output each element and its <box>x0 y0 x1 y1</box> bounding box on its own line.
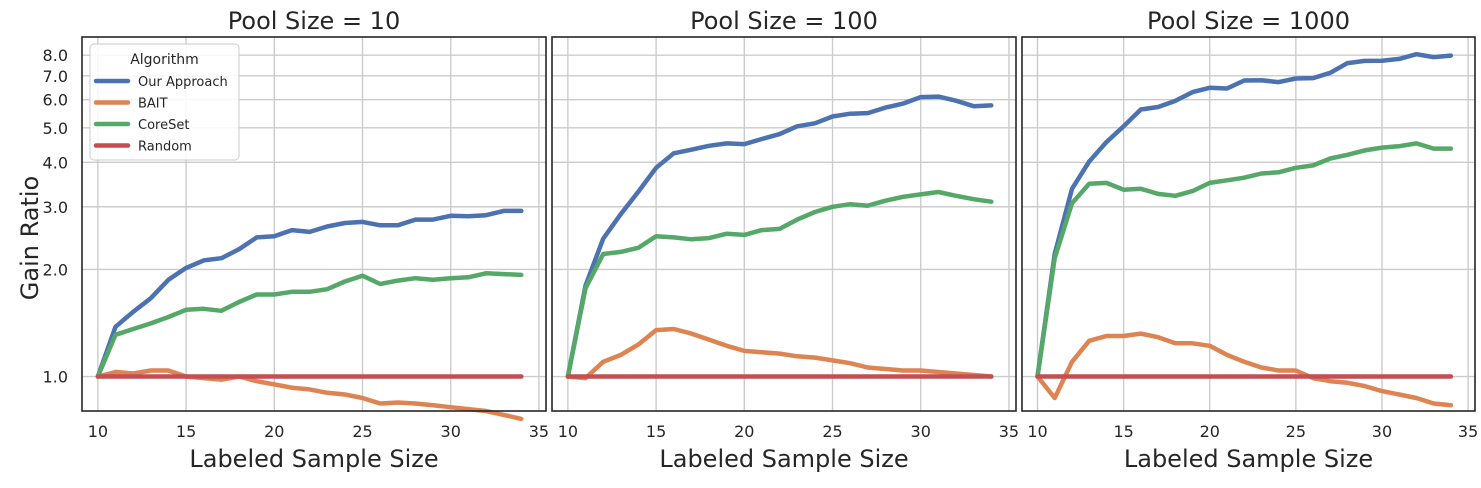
plot-frame <box>1021 36 1476 412</box>
plot-frame <box>81 36 547 412</box>
legend-box <box>89 43 240 161</box>
legend-label: Random <box>138 140 192 155</box>
x-tick-label: 20 <box>264 422 284 441</box>
series-line-our-approach <box>565 94 994 379</box>
x-tick-label: 35 <box>529 422 549 441</box>
x-tick-label: 30 <box>1372 422 1392 441</box>
x-tick-label: 10 <box>1027 422 1047 441</box>
series-line-bait <box>95 368 524 422</box>
y-axis-label: Gain Ratio <box>16 176 44 300</box>
panel-1: 10 15 20 25 30 35 1.0 2.0 3.0 4.0 5.0 6.0 7.0 8.0 Pool… <box>43 7 550 473</box>
y-tick-label: 1.0 <box>43 368 68 387</box>
x-tick-label: 25 <box>1286 422 1306 441</box>
x-tick-label: 25 <box>352 422 372 441</box>
panel-2: 10 15 20 25 30 35 Pool Size = 100 Labeled Sampl… <box>551 7 1019 473</box>
x-tick-label: 35 <box>999 422 1019 441</box>
legend-label: BAIT <box>138 97 168 112</box>
x-tick-label: 35 <box>1458 422 1478 441</box>
x-axis-label: Labeled Sample Size <box>659 445 908 473</box>
series-line-coreset <box>1035 141 1454 379</box>
x-tick-label: 25 <box>822 422 842 441</box>
panel-3: 10 15 20 25 30 35 Pool Size = 1000 Labeled Samp… <box>1021 7 1478 473</box>
y-tick-label: 6.0 <box>43 91 68 110</box>
plot-area <box>1022 37 1475 411</box>
y-tick-label: 8.0 <box>43 46 68 65</box>
series-line-coreset <box>565 189 994 379</box>
x-tick-label: 10 <box>88 422 108 441</box>
x-tick-label: 30 <box>911 422 931 441</box>
series-line-bait <box>1035 331 1454 408</box>
x-tick-label: 10 <box>558 422 578 441</box>
y-tick-label: 7.0 <box>43 67 68 86</box>
y-tick-label: 5.0 <box>43 119 68 138</box>
legend-label: CoreSet <box>138 118 189 133</box>
series-line-coreset <box>95 271 524 379</box>
y-tick-label: 4.0 <box>43 153 68 172</box>
x-tick-label: 30 <box>441 422 461 441</box>
x-axis-label: Labeled Sample Size <box>1124 445 1373 473</box>
x-tick-label: 15 <box>176 422 196 441</box>
y-tick-label: 3.0 <box>43 198 68 217</box>
x-tick-label: 20 <box>734 422 754 441</box>
series-line-our-approach <box>95 208 524 379</box>
panel-title: Pool Size = 1000 <box>1147 7 1350 35</box>
series-line-our-approach <box>1035 51 1454 379</box>
x-tick-label: 15 <box>1113 422 1133 441</box>
x-tick-label: 20 <box>1200 422 1220 441</box>
panel-title: Pool Size = 10 <box>228 7 400 35</box>
y-tick-label: 2.0 <box>43 260 68 279</box>
legend-label: Our Approach <box>138 75 228 90</box>
x-axis-label: Labeled Sample Size <box>189 445 438 473</box>
plot-frame <box>551 36 1017 412</box>
legend: Algorithm Our Approach BAIT CoreSet Random <box>89 43 240 161</box>
x-tick-label: 15 <box>646 422 666 441</box>
series-line-bait <box>565 326 994 381</box>
panel-title: Pool Size = 100 <box>690 7 878 35</box>
panels-layer: 10 15 20 25 30 35 1.0 2.0 3.0 4.0 5.0 6.0 7.0 8.0 Pool… <box>43 7 1479 473</box>
legend-title: Algorithm <box>130 52 199 68</box>
